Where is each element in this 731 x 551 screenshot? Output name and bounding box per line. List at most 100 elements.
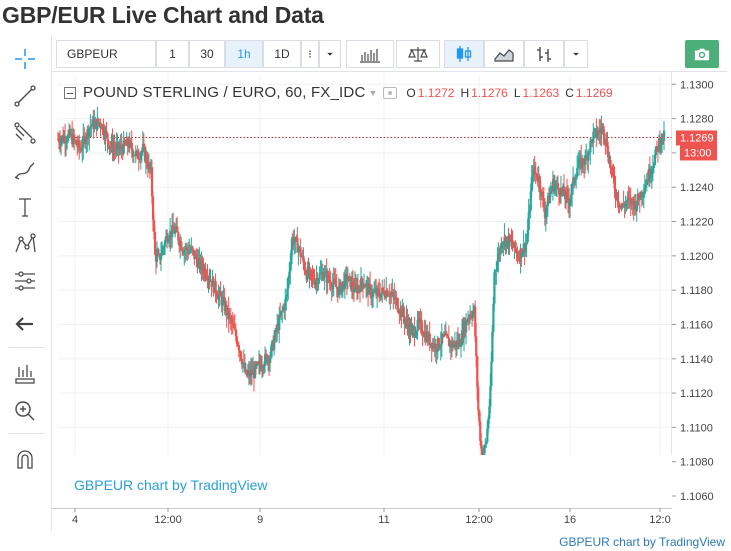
candle-body xyxy=(214,281,217,294)
chart-pane[interactable] xyxy=(56,72,672,508)
interval-30-button[interactable]: 30 xyxy=(189,40,225,68)
interval-1h-button[interactable]: 1h xyxy=(225,40,263,68)
price-tick-label: 1.1200 xyxy=(680,251,714,263)
candle-body xyxy=(554,185,558,187)
candle-body xyxy=(240,358,244,365)
candle-body xyxy=(221,298,224,306)
candle-body xyxy=(435,351,438,353)
candle-body xyxy=(404,320,407,323)
symbol-search-input[interactable]: GBPEUR xyxy=(56,40,156,68)
candle-body xyxy=(515,250,518,253)
series-menu-icon[interactable]: ▼ xyxy=(368,87,378,98)
candle-body xyxy=(171,225,174,238)
trend-line-icon[interactable] xyxy=(9,82,41,110)
candle-body xyxy=(538,176,541,190)
candle-body xyxy=(155,254,159,262)
candle-body xyxy=(524,244,527,252)
long-position-icon[interactable] xyxy=(9,360,41,388)
candle-body xyxy=(565,190,568,199)
candle-body xyxy=(89,126,92,129)
brush-icon[interactable] xyxy=(9,156,41,184)
legend-collapse-icon[interactable] xyxy=(64,86,76,99)
price-tick-label: 1.1080 xyxy=(680,457,714,469)
candle-body xyxy=(445,333,449,337)
footer-link[interactable]: GBPEUR chart by TradingView xyxy=(559,535,725,549)
camera-icon[interactable] xyxy=(685,40,719,68)
crosshair-icon[interactable] xyxy=(9,45,41,73)
time-tick-label: 16 xyxy=(564,514,576,526)
candle-body xyxy=(160,255,163,260)
time-axis[interactable]: 4 12:00 9 11 12:00 16 12:0 xyxy=(52,508,672,530)
candle-body xyxy=(237,345,240,351)
candle-body xyxy=(136,150,139,159)
candle-body xyxy=(122,140,125,154)
candle-body xyxy=(440,333,443,345)
candle-body xyxy=(88,128,91,138)
candle-body xyxy=(481,448,484,455)
interval-dropdown-icon[interactable] xyxy=(319,40,341,68)
candle-body xyxy=(296,237,299,253)
compare-icon[interactable] xyxy=(396,40,440,68)
candle-body xyxy=(494,271,497,273)
countdown-badge xyxy=(680,145,717,161)
candle-body xyxy=(489,386,492,407)
candle-body xyxy=(331,284,334,290)
candle-body xyxy=(458,339,462,347)
candle-body xyxy=(69,129,72,136)
candle-body xyxy=(357,286,361,288)
candle-body xyxy=(502,242,505,244)
candle-body xyxy=(314,281,317,286)
candle-body xyxy=(525,242,528,245)
candle-body xyxy=(279,315,282,317)
pattern-icon[interactable] xyxy=(9,230,41,258)
candle-body xyxy=(470,315,473,318)
candle-body xyxy=(474,306,477,337)
candle-body xyxy=(598,130,601,133)
candles-style-icon[interactable] xyxy=(444,40,484,68)
candle-body xyxy=(96,118,99,130)
more-intervals-icon[interactable] xyxy=(301,40,319,68)
interval-1d-button[interactable]: 1D xyxy=(263,40,301,68)
candle-body xyxy=(621,203,624,208)
candle-body xyxy=(641,194,644,197)
candle-body xyxy=(418,318,421,323)
interval-1-button[interactable]: 1 xyxy=(156,40,189,68)
area-style-icon[interactable] xyxy=(484,40,524,68)
candle-body xyxy=(289,264,292,272)
candle-body xyxy=(128,140,131,148)
price-chart[interactable] xyxy=(0,0,672,455)
candle-body xyxy=(97,118,100,123)
candle-body xyxy=(505,239,508,247)
magnet-icon[interactable] xyxy=(9,445,41,473)
candle-body xyxy=(73,134,76,140)
back-arrow-icon[interactable] xyxy=(9,310,41,338)
candle-body xyxy=(319,272,322,274)
fib-icon[interactable] xyxy=(9,119,41,147)
time-tick-label: 9 xyxy=(257,514,263,526)
candle-body xyxy=(653,154,657,165)
candle-body xyxy=(343,274,347,289)
visibility-icon[interactable] xyxy=(383,86,398,99)
candle-body xyxy=(239,352,243,359)
candle-body xyxy=(235,336,238,344)
price-axis[interactable]: 1.13001.12801.12601.12401.12201.12001.11… xyxy=(671,72,731,532)
candle-body xyxy=(434,343,437,353)
candle-body xyxy=(294,237,297,242)
text-icon[interactable] xyxy=(9,193,41,221)
series-title[interactable]: POUND STERLING / EURO, 60, FX_IDC xyxy=(83,84,366,101)
candle-body xyxy=(416,319,419,332)
chart-style-dropdown-icon[interactable] xyxy=(564,40,588,68)
price-tick-label: 1.1160 xyxy=(680,319,713,331)
candle-body xyxy=(596,135,599,138)
measure-icon[interactable] xyxy=(9,267,41,295)
zoom-in-icon[interactable] xyxy=(9,397,41,425)
chart-watermark[interactable]: GBPEUR chart by TradingView xyxy=(74,477,268,493)
candle-body xyxy=(496,260,499,270)
candle-body xyxy=(223,297,226,311)
candle-body xyxy=(286,288,289,297)
candle-body xyxy=(476,356,479,388)
indicators-icon[interactable] xyxy=(346,40,394,68)
time-tick-label: 4 xyxy=(72,514,78,526)
bars-style-icon[interactable] xyxy=(524,40,564,68)
candle-body xyxy=(603,133,606,140)
